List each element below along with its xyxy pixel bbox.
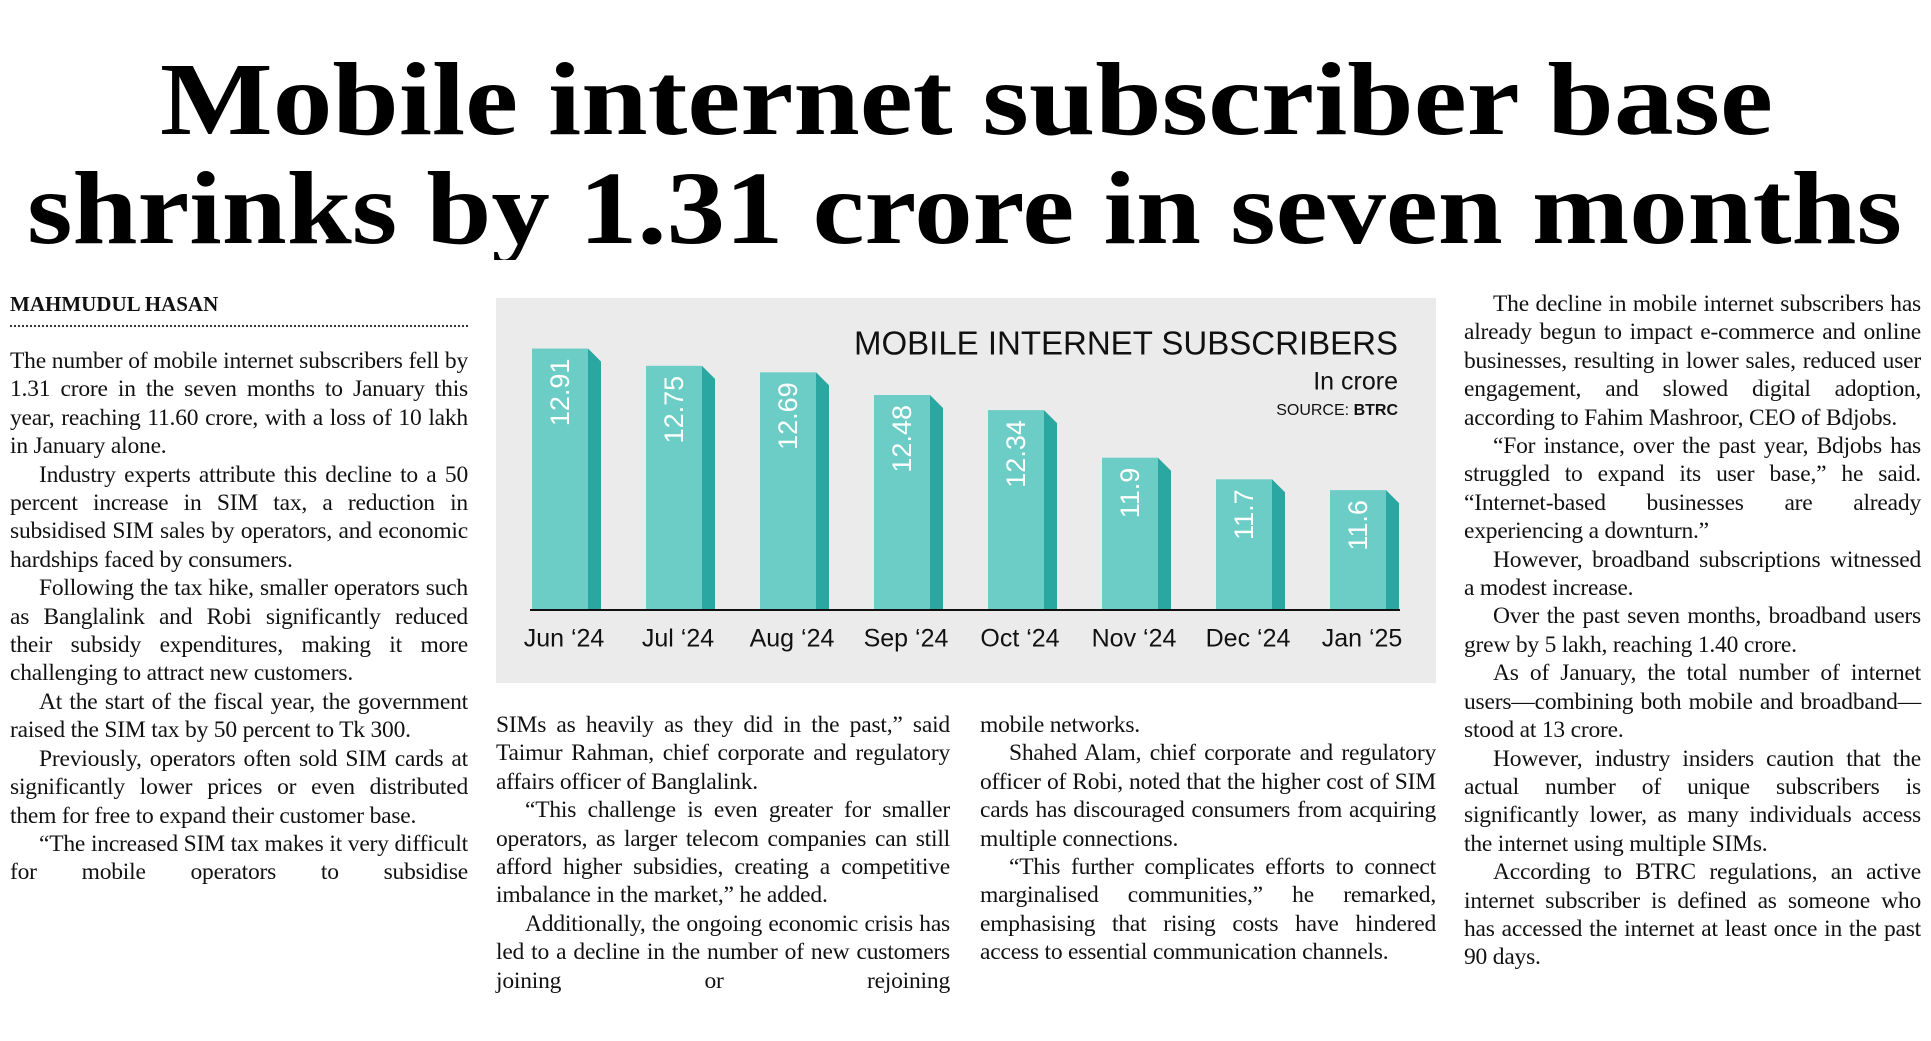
chart: MOBILE INTERNET SUBSCRIBERS In crore SOU… (496, 298, 1436, 683)
value-label: 11.9 (1115, 468, 1145, 519)
bar-side (702, 365, 715, 609)
bar (1330, 490, 1399, 609)
column: SIMs as heavily as they did in the past,… (496, 711, 950, 995)
x-tick-label: Dec ‘24 (1206, 625, 1291, 653)
x-tick-label: Sep ‘24 (864, 625, 949, 653)
paragraph: SIMs as heavily as they did in the past,… (496, 712, 950, 795)
bar-front (646, 365, 702, 609)
paragraph: As of January, the total number of inter… (1464, 660, 1921, 744)
bar (532, 348, 601, 609)
x-tick-label: Nov ‘24 (1092, 625, 1177, 653)
value-label: 12.75 (659, 376, 689, 444)
paragraph: Following the tax hike, smaller operator… (10, 575, 468, 687)
paragraph: The decline in mobile internet subscribe… (1464, 291, 1921, 431)
chart-source: SOURCE: BTRC (1276, 402, 1398, 419)
bar (1102, 457, 1171, 609)
column: mobile networks. Shahed Alam, chief corpo… (980, 711, 1436, 967)
x-tick-label: Jul ‘24 (642, 625, 714, 653)
x-tick-label: Oct ‘24 (980, 625, 1059, 653)
bar (760, 372, 829, 609)
paragraph: At the start of the fiscal year, the gov… (10, 688, 468, 744)
bar (988, 410, 1057, 609)
headline-line: shrinks by 1.31 crore in seven months (27, 151, 1902, 260)
x-tick-label: Jan ‘25 (1322, 625, 1403, 653)
paragraph: Previously, operators often sold SIM car… (10, 745, 468, 829)
bar (1216, 479, 1285, 609)
paragraph: “The increased SIM tax makes it very dif… (10, 830, 468, 886)
bar-side (588, 348, 601, 609)
value-label: 11.6 (1343, 500, 1373, 551)
bar-side (816, 372, 829, 609)
x-tick-label: Jun ‘24 (524, 625, 605, 653)
column: The number of mobile internet subscriber… (10, 347, 468, 887)
chart-subtitle: In crore (1313, 368, 1398, 396)
paragraph: The number of mobile internet subscriber… (10, 348, 468, 460)
value-label: 12.48 (887, 405, 917, 473)
bar (874, 395, 943, 609)
source-label: SOURCE: (1276, 402, 1349, 419)
headline-line: Mobile internet subscriber base (160, 42, 1773, 157)
bar-front (1330, 490, 1386, 609)
bar-front (532, 348, 588, 609)
paragraph: “This challenge is even greater for smal… (496, 797, 950, 909)
paragraph: “For instance, over the past year, Bdjob… (1464, 433, 1921, 545)
bar-front (760, 372, 816, 609)
paragraph: Shahed Alam, chief corporate and regulat… (980, 740, 1436, 852)
bar-front (1216, 479, 1272, 609)
paragraph: “This further complicates efforts to con… (980, 854, 1436, 966)
paragraph: Industry experts attribute this decline … (10, 461, 468, 573)
paragraph: Additionally, the ongoing economic crisi… (496, 910, 950, 994)
x-tick-label: Aug ‘24 (750, 625, 835, 653)
byline: MAHMUDUL HASAN (10, 292, 468, 327)
value-label: 12.91 (545, 359, 575, 427)
bar-front (874, 395, 930, 609)
value-label: 12.34 (1001, 420, 1031, 488)
bar-side (1044, 410, 1057, 609)
column: The decline in mobile internet subscribe… (1464, 290, 1921, 972)
headline: Mobile internet subscriber base shrinks … (27, 42, 1902, 260)
bar-side (930, 395, 943, 609)
source-name: BTRC (1354, 402, 1399, 419)
bar-side (1272, 479, 1285, 609)
bar-side (1386, 490, 1399, 609)
paragraph: However, broadband subscriptions witness… (1464, 546, 1921, 602)
paragraph: Over the past seven months, broadband us… (1464, 603, 1921, 658)
bar (646, 365, 715, 609)
bar-front (1102, 457, 1158, 609)
value-label: 12.69 (773, 382, 803, 450)
chart-title: MOBILE INTERNET SUBSCRIBERS (854, 325, 1398, 362)
bar-side (1158, 457, 1171, 609)
paragraph: mobile networks. (980, 712, 1140, 738)
paragraph: According to BTRC regulations, an active… (1464, 859, 1921, 971)
bar-front (988, 410, 1044, 609)
value-label: 11.7 (1229, 489, 1259, 540)
paragraph: However, industry insiders caution that … (1464, 745, 1921, 857)
